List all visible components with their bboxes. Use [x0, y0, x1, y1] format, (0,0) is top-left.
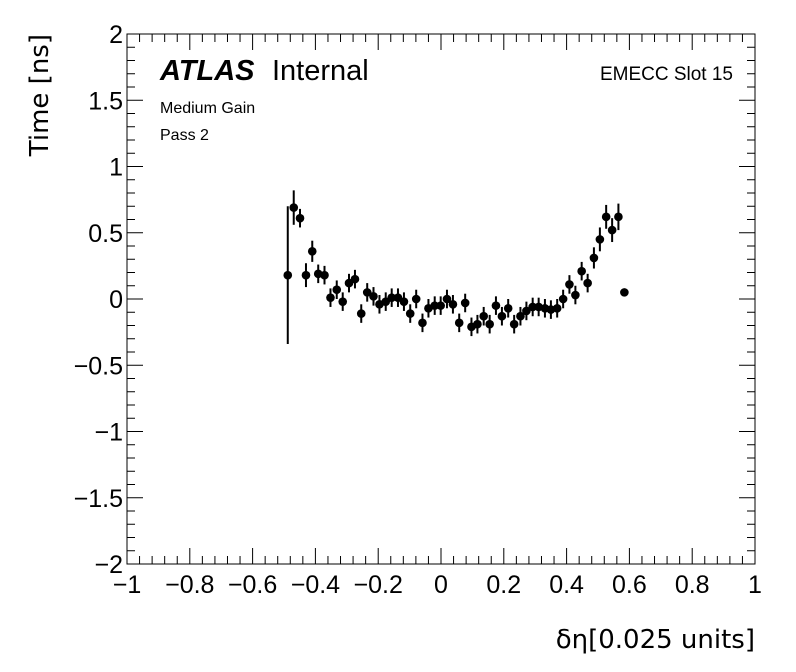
data-point [485, 319, 494, 329]
data-point [295, 213, 305, 223]
data-point [405, 309, 415, 318]
data-point [565, 280, 574, 289]
x-tick-labels: −1 −0.8 −0.6 −0.4 −0.2 0 0.2 0.4 0.6 0.8 1 [113, 571, 762, 599]
x-tick-label: 0.6 [612, 571, 647, 599]
data-point [301, 270, 311, 280]
data-point [350, 274, 360, 284]
data-point [460, 298, 470, 308]
y-tick-label: −0.5 [74, 352, 123, 380]
data-point [430, 301, 440, 310]
y-tick-label: −2 [94, 551, 123, 579]
data-point [601, 212, 611, 222]
data-point [332, 285, 342, 295]
data-point [454, 318, 464, 328]
y-axis-title: Time [ns] [25, 34, 55, 157]
data-point [583, 278, 592, 288]
y-tick-labels: −2 −1.5 −1 −0.5 0 0.5 1 1.5 2 [74, 21, 123, 579]
data-point [289, 203, 299, 212]
data-point [338, 297, 348, 306]
y-tick-label: 0 [109, 286, 123, 314]
x-tick-label: −0.2 [354, 571, 403, 599]
data-point [387, 293, 397, 302]
data-point [307, 247, 317, 256]
data-point [528, 302, 537, 312]
data-point [448, 300, 458, 309]
y-tick-label: −1 [94, 419, 123, 447]
x-tick-label: 0.8 [675, 571, 710, 599]
data-point [595, 235, 605, 244]
x-tick-label: 0.4 [549, 571, 584, 599]
y-tick-label: −1.5 [74, 485, 123, 513]
data-point [283, 270, 293, 280]
data-point [320, 270, 329, 280]
y-tick-label: 2 [109, 21, 123, 49]
x-axis-title: δη[0.025 units] [556, 625, 755, 655]
data-point [418, 318, 427, 328]
data-point [614, 212, 623, 222]
data-point [509, 319, 519, 329]
x-tick-label: 0.2 [486, 571, 521, 599]
x-tick-label: −0.4 [291, 571, 340, 599]
data-point [522, 306, 531, 316]
data-point [558, 294, 568, 304]
data-point [516, 311, 525, 321]
data-point [497, 311, 507, 321]
data-point [473, 319, 482, 329]
y-tick-label: 1.5 [88, 87, 123, 115]
y-tick-label: 1 [109, 154, 123, 182]
data-point [503, 303, 513, 313]
data-point [620, 288, 629, 297]
x-tick-label: 1 [748, 571, 762, 599]
data-point [411, 294, 421, 304]
data-point [552, 303, 562, 313]
x-tick-label: −1 [113, 571, 142, 599]
x-tick-label: −0.8 [165, 571, 214, 599]
data-point [607, 225, 617, 235]
data-point [326, 293, 335, 302]
data-point [491, 301, 501, 310]
axis-ticks [126, 33, 756, 565]
x-tick-label: 0 [434, 571, 448, 599]
data-point [362, 288, 372, 297]
data-point [399, 297, 409, 306]
data-point [356, 309, 366, 318]
atlas-logo-text: ATLAS [159, 55, 255, 87]
pass-label: Pass 2 [160, 127, 209, 144]
data-point [589, 253, 599, 263]
data-point [442, 294, 452, 304]
slot-label: EMECC Slot 15 [600, 64, 733, 85]
y-tick-label: 0.5 [88, 220, 123, 248]
data-point [479, 311, 489, 321]
x-tick-label: −0.6 [228, 571, 277, 599]
internal-label: Internal [272, 55, 369, 87]
data-point [571, 290, 580, 300]
data-points [283, 190, 629, 345]
data-point [369, 292, 378, 301]
data-point [577, 266, 586, 276]
data-point [436, 301, 445, 310]
gain-label: Medium Gain [160, 100, 255, 117]
